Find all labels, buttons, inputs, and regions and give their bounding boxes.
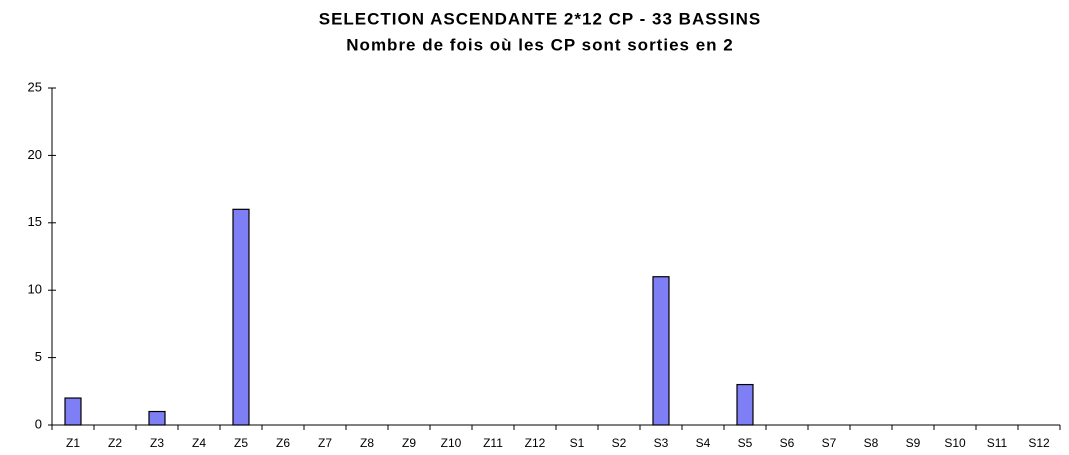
x-tick-label: Z6 [276, 436, 290, 450]
bar [148, 410, 166, 426]
x-tick-label: Z2 [108, 436, 122, 450]
bar [652, 276, 670, 426]
x-tick-label: S1 [570, 436, 585, 450]
chart-title: SELECTION ASCENDANTE 2*12 CP - 33 BASSIN… [319, 9, 761, 28]
bar [736, 383, 754, 426]
x-tick-label: S10 [944, 436, 966, 450]
x-tick-label: Z10 [441, 436, 462, 450]
x-tick-label: Z5 [234, 436, 248, 450]
x-tick-label: S8 [864, 436, 879, 450]
bar [232, 208, 250, 426]
x-tick-label: Z3 [150, 436, 164, 450]
x-tick-label: S2 [612, 436, 627, 450]
x-tick-label: Z11 [483, 436, 503, 450]
x-tick-label: Z7 [318, 436, 332, 450]
y-tick-label: 5 [35, 349, 42, 364]
x-tick-label: S7 [822, 436, 837, 450]
x-tick-label: Z1 [66, 436, 80, 450]
x-tick-label: S9 [906, 436, 921, 450]
x-tick-label: S12 [1028, 436, 1050, 450]
x-tick-label: S3 [654, 436, 669, 450]
x-tick-label: S11 [987, 436, 1008, 450]
x-tick-label: Z9 [402, 436, 416, 450]
y-tick-label: 0 [35, 416, 42, 431]
x-tick-label: Z4 [192, 436, 206, 450]
y-tick-label: 15 [28, 214, 42, 229]
x-tick-label: S4 [696, 436, 711, 450]
x-tick-label: S5 [738, 436, 753, 450]
y-tick-label: 20 [28, 147, 42, 162]
x-tick-label: S6 [780, 436, 795, 450]
chart-subtitle: Nombre de fois où les CP sont sorties en… [346, 35, 733, 54]
bar [64, 397, 82, 426]
x-tick-label: Z12 [525, 436, 546, 450]
y-tick-label: 10 [28, 282, 42, 297]
x-tick-label: Z8 [360, 436, 374, 450]
y-tick-label: 25 [28, 79, 42, 94]
